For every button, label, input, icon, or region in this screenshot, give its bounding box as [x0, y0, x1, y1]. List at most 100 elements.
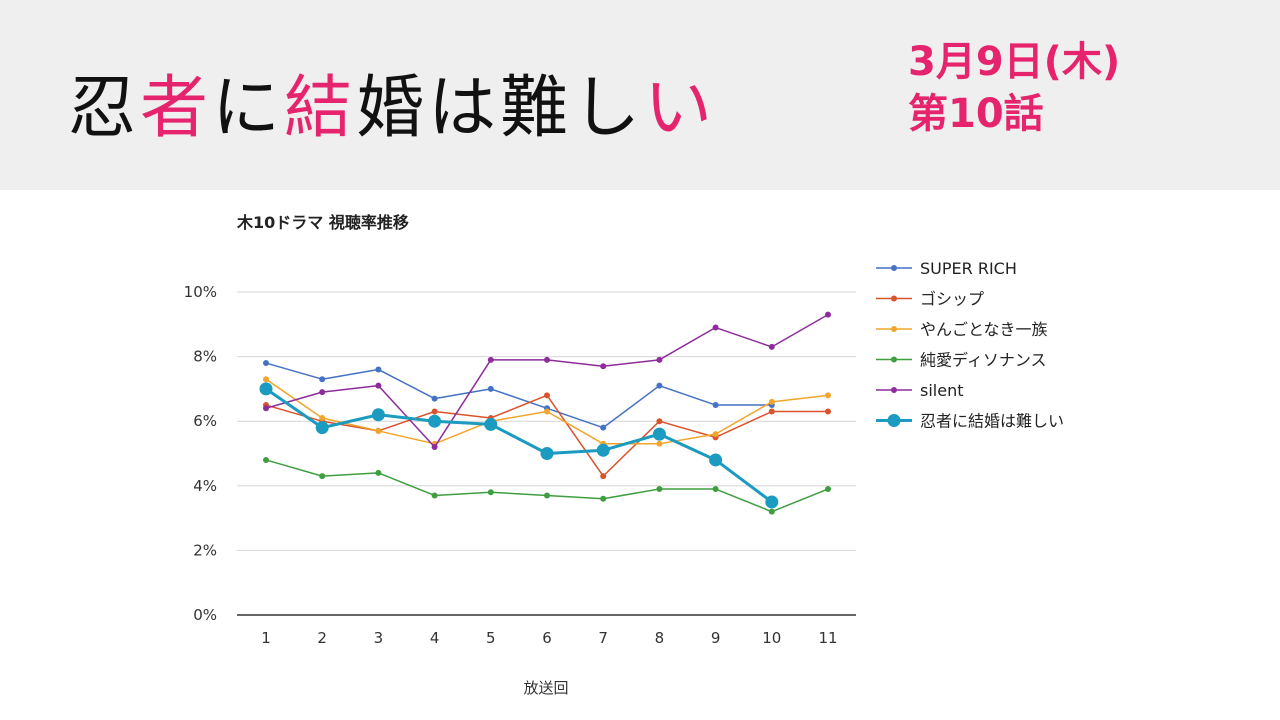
legend-label: 忍者に結婚は難しい: [920, 412, 1064, 431]
data-point: [656, 382, 663, 389]
data-point: [319, 473, 326, 480]
data-point: [428, 414, 442, 428]
data-point: [371, 408, 385, 422]
data-point: [319, 414, 326, 421]
data-point: [712, 324, 719, 331]
data-point: [825, 486, 831, 493]
data-point: [375, 382, 382, 389]
episode-info: 3月9日(木) 第10話: [908, 36, 1120, 140]
legend-marker: [891, 265, 897, 271]
data-point: [484, 417, 498, 431]
y-tick-label: 4%: [193, 477, 217, 495]
data-point: [319, 389, 326, 396]
data-point: [825, 392, 831, 399]
data-point: [768, 508, 775, 515]
x-tick-label: 6: [542, 629, 552, 647]
data-point: [600, 424, 607, 431]
data-point: [712, 402, 719, 409]
x-axis-label: 放送回: [523, 679, 568, 697]
data-point: [656, 440, 663, 447]
data-point: [263, 360, 269, 367]
title-part: 結: [284, 69, 357, 148]
legend-label: silent: [920, 381, 963, 400]
data-point: [600, 363, 607, 370]
data-point: [487, 356, 494, 363]
episode-number: 第10話: [908, 91, 1044, 137]
data-point: [652, 427, 666, 441]
y-tick-label: 8%: [193, 348, 217, 366]
data-point: [600, 473, 607, 480]
data-point: [259, 382, 273, 396]
series-line: [265, 313, 829, 448]
y-tick-label: 6%: [193, 412, 217, 430]
data-point: [431, 408, 438, 415]
data-point: [375, 469, 382, 476]
data-point: [656, 486, 663, 493]
x-tick-label: 3: [374, 629, 384, 647]
legend-label: ゴシップ: [920, 290, 984, 309]
series-line: [265, 362, 772, 429]
data-point: [544, 492, 550, 499]
data-point: [544, 408, 550, 415]
legend-marker: [891, 356, 897, 363]
broadcast-date: 3月9日(木): [908, 39, 1121, 85]
x-tick-label: 8: [655, 629, 665, 647]
title-part: い: [644, 69, 717, 148]
data-point: [600, 495, 607, 502]
data-point: [315, 421, 329, 435]
legend-marker: [891, 295, 897, 302]
x-tick-label: 10: [762, 629, 781, 647]
data-point: [487, 489, 494, 496]
y-tick-label: 2%: [193, 541, 217, 559]
data-point: [319, 376, 326, 383]
data-point: [656, 418, 663, 425]
data-point: [768, 398, 775, 405]
data-point: [431, 492, 438, 499]
data-point: [263, 405, 269, 412]
data-point: [712, 431, 719, 438]
y-tick-label: 0%: [193, 606, 217, 624]
x-tick-label: 5: [486, 629, 496, 647]
x-tick-label: 7: [598, 629, 608, 647]
series-line: [265, 387, 773, 504]
data-point: [540, 447, 554, 460]
legend-marker: [891, 326, 897, 332]
x-tick-label: 9: [711, 629, 721, 647]
data-point: [263, 456, 269, 463]
data-point: [596, 443, 610, 457]
data-point: [487, 385, 494, 392]
data-point: [431, 444, 438, 451]
x-tick-label: 11: [818, 629, 837, 647]
legend-label: やんごとなき一族: [920, 320, 1048, 339]
data-point: [825, 311, 831, 318]
legend-label: SUPER RICH: [920, 259, 1017, 278]
data-point: [431, 395, 438, 402]
data-point: [544, 356, 550, 363]
x-tick-label: 4: [430, 629, 440, 647]
data-point: [768, 343, 775, 350]
data-point: [375, 427, 382, 434]
x-tick-label: 1: [261, 629, 271, 647]
data-point: [709, 453, 723, 467]
data-point: [768, 408, 775, 415]
y-tick-label: 10%: [184, 283, 217, 301]
data-point: [825, 408, 831, 415]
legend-marker: [891, 387, 897, 393]
data-point: [375, 366, 382, 373]
data-point: [765, 495, 779, 509]
main-title: 忍者に結婚は難しい: [68, 52, 716, 151]
data-point: [712, 486, 719, 493]
x-tick-label: 2: [317, 629, 327, 647]
legend-label: 純愛ディソナンス: [920, 351, 1047, 370]
chart-title: 木10ドラマ 視聴率推移: [237, 213, 409, 232]
data-point: [656, 356, 663, 363]
data-point: [263, 376, 269, 383]
title-part: 者: [140, 69, 213, 148]
title-part: に: [212, 69, 285, 148]
header-banner: 忍者に結婚は難しい 3月9日(木) 第10話: [0, 0, 1280, 190]
title-part: 忍: [68, 69, 141, 148]
data-point: [544, 392, 550, 399]
legend-marker: [887, 414, 901, 427]
title-part: 婚は難し: [356, 69, 645, 148]
